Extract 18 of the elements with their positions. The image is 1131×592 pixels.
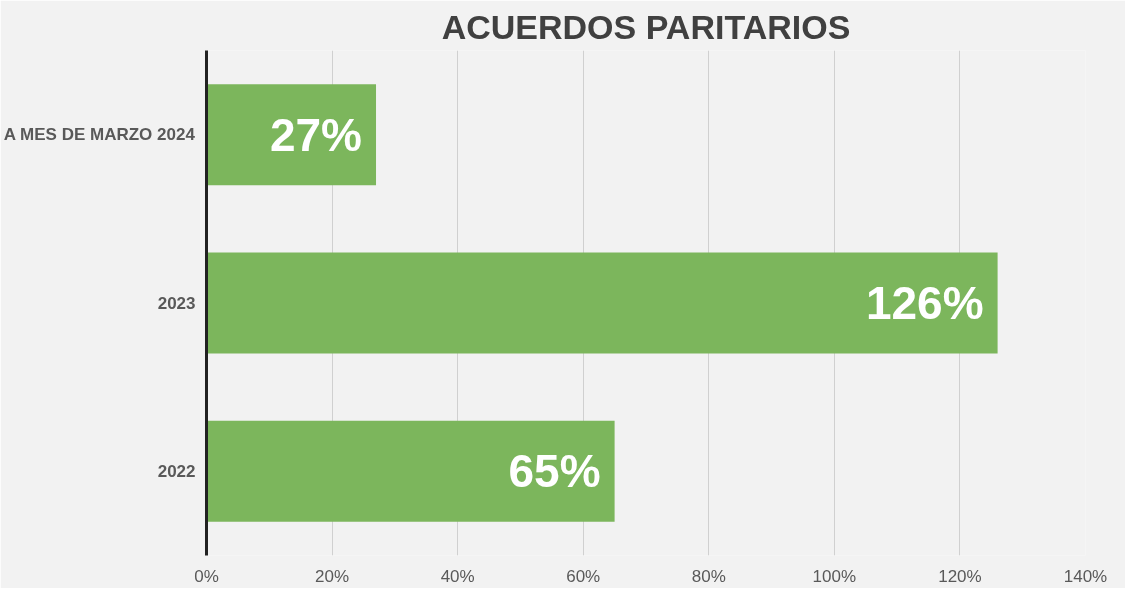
data-label: 126% [865, 277, 984, 329]
bar [206, 84, 377, 186]
chart-title: ACUERDOS PARITARIOS [441, 7, 851, 46]
y-tick-label: 2022 [157, 461, 196, 481]
x-tick-label: 120% [938, 566, 982, 586]
bar [206, 252, 998, 354]
x-tick-label: 60% [566, 566, 601, 586]
x-tick-label: 80% [691, 566, 726, 586]
y-tick-label: A MES DE MARZO 2024 [3, 125, 196, 145]
y-tick-label: 2023 [157, 293, 196, 313]
x-tick-label: 0% [194, 566, 219, 586]
x-tick-label: 140% [1063, 566, 1108, 586]
bar [206, 420, 615, 522]
x-tick-label: 100% [812, 566, 857, 586]
data-label: 27% [269, 108, 363, 161]
x-tick-label: 20% [315, 566, 350, 586]
data-label: 65% [508, 445, 601, 498]
x-tick-label: 40% [440, 566, 475, 586]
